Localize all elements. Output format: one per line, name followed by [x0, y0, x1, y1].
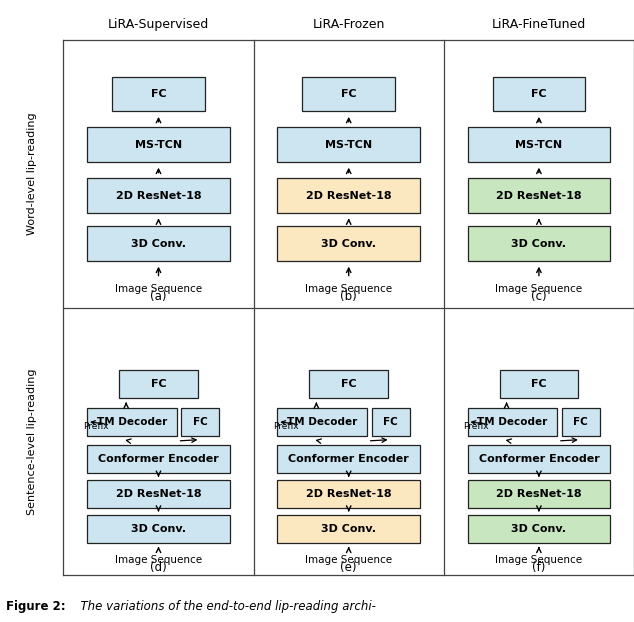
Text: FC: FC — [151, 89, 166, 99]
Text: 2D ResNet-18: 2D ResNet-18 — [496, 489, 582, 499]
Text: LiRA-FineTuned: LiRA-FineTuned — [492, 19, 586, 31]
Text: Image Sequence: Image Sequence — [495, 284, 583, 294]
FancyBboxPatch shape — [562, 407, 600, 435]
Text: (d): (d) — [150, 561, 167, 574]
FancyBboxPatch shape — [467, 480, 610, 508]
Text: 3D Conv.: 3D Conv. — [512, 524, 566, 534]
Text: 2D ResNet-18: 2D ResNet-18 — [496, 190, 582, 200]
FancyBboxPatch shape — [309, 370, 388, 398]
Text: Conformer Encoder: Conformer Encoder — [288, 454, 409, 464]
Text: FC: FC — [193, 417, 208, 427]
FancyBboxPatch shape — [87, 445, 230, 473]
FancyBboxPatch shape — [278, 128, 420, 162]
FancyBboxPatch shape — [467, 178, 610, 213]
FancyBboxPatch shape — [493, 77, 585, 111]
FancyBboxPatch shape — [87, 407, 176, 435]
Text: LiRA-Supervised: LiRA-Supervised — [108, 19, 209, 31]
Text: LiRA-Frozen: LiRA-Frozen — [313, 19, 385, 31]
Text: 3D Conv.: 3D Conv. — [131, 239, 186, 249]
Text: Image Sequence: Image Sequence — [305, 284, 392, 294]
FancyBboxPatch shape — [112, 77, 205, 111]
FancyBboxPatch shape — [278, 514, 420, 542]
FancyBboxPatch shape — [119, 370, 198, 398]
Text: (a): (a) — [150, 289, 167, 302]
Text: 3D Conv.: 3D Conv. — [321, 239, 376, 249]
FancyBboxPatch shape — [278, 480, 420, 508]
Text: FC: FC — [151, 379, 166, 389]
Text: 3D Conv.: 3D Conv. — [321, 524, 376, 534]
Text: 2D ResNet-18: 2D ResNet-18 — [306, 489, 392, 499]
Text: 2D ResNet-18: 2D ResNet-18 — [115, 489, 202, 499]
FancyBboxPatch shape — [467, 226, 610, 261]
FancyBboxPatch shape — [467, 514, 610, 542]
Text: FC: FC — [383, 417, 398, 427]
FancyBboxPatch shape — [181, 407, 219, 435]
Text: 3D Conv.: 3D Conv. — [131, 524, 186, 534]
FancyBboxPatch shape — [87, 226, 230, 261]
Text: (e): (e) — [340, 561, 357, 574]
Text: Image Sequence: Image Sequence — [115, 555, 202, 565]
Text: 2D ResNet-18: 2D ResNet-18 — [306, 190, 392, 200]
FancyBboxPatch shape — [278, 178, 420, 213]
Text: Word-level lip-reading: Word-level lip-reading — [27, 113, 37, 236]
Text: MS-TCN: MS-TCN — [325, 140, 372, 150]
FancyBboxPatch shape — [87, 128, 230, 162]
Text: MS-TCN: MS-TCN — [135, 140, 182, 150]
Text: The variations of the end-to-end lip-reading archi-: The variations of the end-to-end lip-rea… — [73, 600, 376, 613]
FancyBboxPatch shape — [278, 445, 420, 473]
Text: (b): (b) — [340, 289, 357, 302]
FancyBboxPatch shape — [87, 514, 230, 542]
Text: 2D ResNet-18: 2D ResNet-18 — [115, 190, 202, 200]
FancyBboxPatch shape — [467, 445, 610, 473]
Text: FC: FC — [531, 89, 547, 99]
Text: Conformer Encoder: Conformer Encoder — [479, 454, 599, 464]
Text: FC: FC — [573, 417, 588, 427]
Text: Image Sequence: Image Sequence — [495, 555, 583, 565]
FancyBboxPatch shape — [302, 77, 395, 111]
FancyBboxPatch shape — [87, 480, 230, 508]
Text: Sentence-level lip-reading: Sentence-level lip-reading — [27, 368, 37, 515]
Text: Prefix: Prefix — [273, 422, 299, 432]
Text: (c): (c) — [531, 289, 547, 302]
FancyBboxPatch shape — [467, 407, 557, 435]
Text: FC: FC — [341, 379, 356, 389]
Text: FC: FC — [341, 89, 356, 99]
Text: TM Decoder: TM Decoder — [477, 417, 547, 427]
Text: Image Sequence: Image Sequence — [115, 284, 202, 294]
FancyBboxPatch shape — [372, 407, 410, 435]
Text: Conformer Encoder: Conformer Encoder — [98, 454, 219, 464]
FancyBboxPatch shape — [278, 226, 420, 261]
FancyBboxPatch shape — [278, 407, 366, 435]
Text: Figure 2:: Figure 2: — [6, 600, 66, 613]
FancyBboxPatch shape — [500, 370, 578, 398]
Text: Prefix: Prefix — [83, 422, 108, 432]
Text: TM Decoder: TM Decoder — [97, 417, 167, 427]
Text: Prefix: Prefix — [463, 422, 489, 432]
FancyBboxPatch shape — [467, 128, 610, 162]
Text: Image Sequence: Image Sequence — [305, 555, 392, 565]
Text: MS-TCN: MS-TCN — [515, 140, 562, 150]
Text: (f): (f) — [532, 561, 546, 574]
Text: FC: FC — [531, 379, 547, 389]
Text: TM Decoder: TM Decoder — [287, 417, 357, 427]
Text: 3D Conv.: 3D Conv. — [512, 239, 566, 249]
FancyBboxPatch shape — [87, 178, 230, 213]
